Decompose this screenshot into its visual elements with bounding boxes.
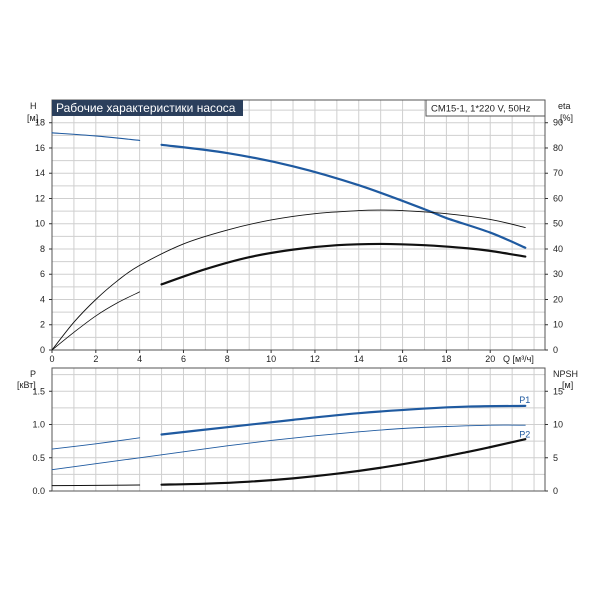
- y-right-tick-label: 20: [553, 294, 563, 304]
- x-tick-label: 12: [310, 354, 320, 364]
- x-tick-label: 2: [93, 354, 98, 364]
- y-left-tick-label: 1.5: [32, 386, 45, 396]
- y-right-tick-label: 40: [553, 244, 563, 254]
- y-left-tick-label: 0: [40, 345, 45, 355]
- series-line-0-0: [51, 132, 141, 141]
- y-right-tick-label: 80: [553, 143, 563, 153]
- title-box: [52, 100, 243, 116]
- x-axis-label: Q [м³/ч]: [503, 354, 534, 364]
- y-left-tick-label: 10: [35, 219, 45, 229]
- x-tick-label: 16: [398, 354, 408, 364]
- series-line-1-4: [160, 438, 527, 486]
- y-left-label-unit: [м]: [27, 113, 38, 123]
- top-series-group: [51, 132, 527, 351]
- curve-label-p2: P2: [519, 429, 530, 439]
- series-line-1-2: [51, 424, 526, 471]
- bottom-curve-labels: P1 P2: [519, 395, 530, 440]
- y-left-tick-label: 4: [40, 294, 45, 304]
- y-right-label-symbol: eta: [558, 101, 571, 111]
- x-tick-label: 6: [181, 354, 186, 364]
- y-right-tick-label: 0: [553, 345, 558, 355]
- head-efficiency-panel: 0 2 4 6 8 10 12 14 16 18 20 0 2 4 6 8 10 12 14 16 18 0 10 20 30 4…: [27, 99, 573, 364]
- bottom-plot-frame: [51, 367, 546, 492]
- x-tick-label: 10: [266, 354, 276, 364]
- y-left-tick-label: 6: [40, 269, 45, 279]
- y-right-tick-label: 0: [553, 486, 558, 496]
- x-tick-label: 20: [485, 354, 495, 364]
- y-right-label-unit: [%]: [560, 113, 573, 123]
- p-axis-label-symbol: P: [30, 369, 36, 379]
- y-left-tick-label: 12: [35, 193, 45, 203]
- npsh-axis-label-symbol: NPSH: [553, 369, 578, 379]
- series-line-0-3: [51, 291, 141, 351]
- y-left-tick-label: 0.0: [32, 486, 45, 496]
- series-line-0-4: [160, 242, 527, 286]
- chart-title: Рабочие характеристики насоса: [56, 101, 236, 115]
- y-right-tick-label: 10: [553, 420, 563, 430]
- y-left-tick-label: 0.5: [32, 453, 45, 463]
- bottom-series-group: [51, 404, 527, 487]
- y-right-tick-label: 15: [553, 386, 563, 396]
- y-right-tick-label: 5: [553, 453, 558, 463]
- y-right-tick-label: 10: [553, 320, 563, 330]
- y-left-tick-label: 8: [40, 244, 45, 254]
- series-line-1-1: [160, 404, 527, 436]
- npsh-axis-label-unit: [м]: [562, 380, 573, 390]
- series-line-1-0: [51, 437, 141, 450]
- top-plot-frame: [51, 99, 546, 351]
- y-left-tick-label: 16: [35, 143, 45, 153]
- y-right-tick-label: 50: [553, 219, 563, 229]
- y-right-tick-label: 70: [553, 168, 563, 178]
- bottom-ticks: 0.0 0.5 1.0 1.5 0 5 10 15: [32, 386, 563, 496]
- series-line-0-2: [51, 209, 526, 351]
- series-line-1-3: [51, 484, 141, 487]
- p-axis-label-unit: [кВт]: [17, 380, 36, 390]
- x-tick-label: 18: [441, 354, 451, 364]
- x-tick-label: 0: [49, 354, 54, 364]
- bottom-grid: [52, 368, 545, 491]
- series-line-0-1: [160, 143, 527, 249]
- y-right-tick-label: 60: [553, 193, 563, 203]
- x-tick-label: 14: [354, 354, 364, 364]
- top-grid: [52, 100, 545, 350]
- y-left-tick-label: 18: [35, 118, 45, 128]
- y-left-tick-label: 14: [35, 168, 45, 178]
- top-ticks: 0 2 4 6 8 10 12 14 16 18 20 0 2 4 6 8 10 12 14 16 18 0 10 20 30 4…: [35, 118, 563, 364]
- curve-label-p1: P1: [519, 395, 530, 405]
- y-left-tick-label: 2: [40, 320, 45, 330]
- y-right-tick-label: 90: [553, 118, 563, 128]
- info-label: CM15-1, 1*220 V, 50Hz: [431, 104, 531, 115]
- y-right-tick-label: 30: [553, 269, 563, 279]
- y-left-tick-label: 1.0: [32, 420, 45, 430]
- y-left-label-symbol: H: [30, 101, 37, 111]
- info-box: [425, 99, 546, 117]
- power-npsh-panel: 0.0 0.5 1.0 1.5 0 5 10 15 P1 P2 P [кВт] NPSH [м]: [17, 367, 578, 496]
- x-tick-label: 8: [225, 354, 230, 364]
- x-tick-label: 4: [137, 354, 142, 364]
